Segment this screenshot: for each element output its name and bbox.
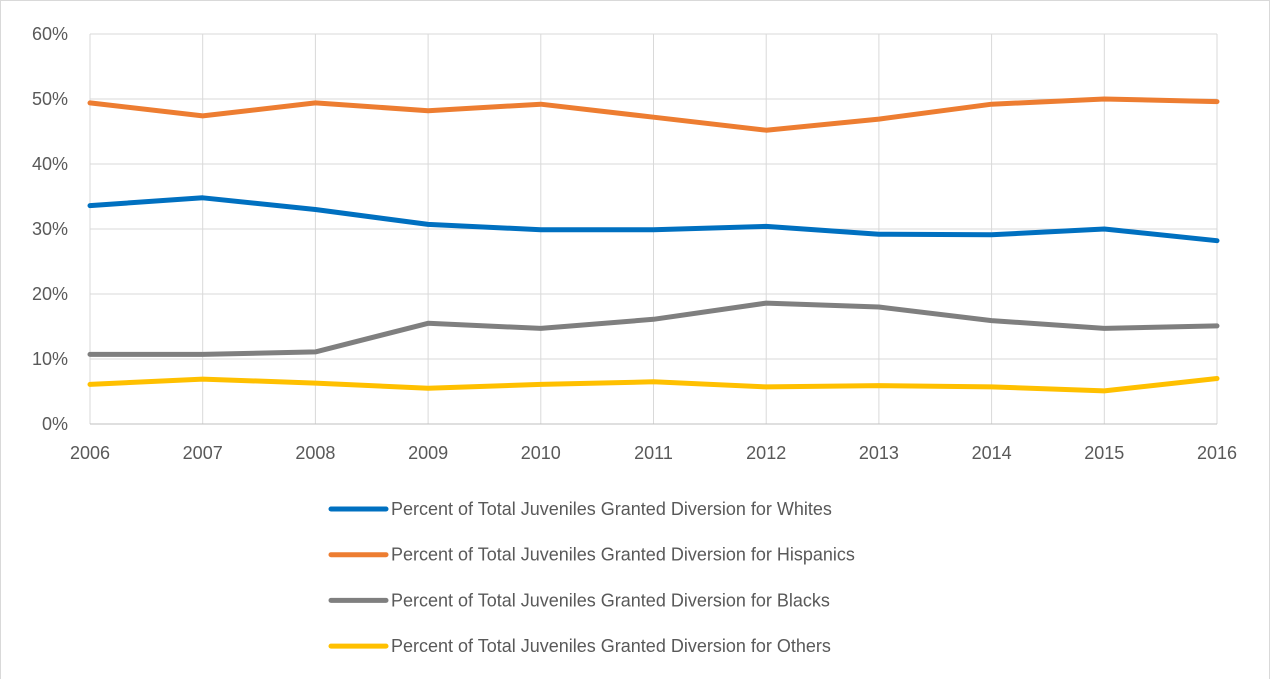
data-point — [201, 196, 205, 200]
y-tick-label: 50% — [32, 89, 68, 109]
y-tick-label: 30% — [32, 219, 68, 239]
x-tick-label: 2011 — [634, 443, 673, 463]
legend-label: Percent of Total Juveniles Granted Diver… — [391, 590, 830, 610]
x-tick-label: 2006 — [70, 443, 110, 463]
data-point — [313, 208, 317, 211]
data-point — [426, 321, 430, 325]
data-point — [1102, 326, 1106, 330]
y-tick-label: 20% — [32, 284, 68, 304]
data-point — [990, 319, 994, 323]
data-point — [313, 381, 317, 385]
series-lines — [87, 96, 1220, 394]
data-point — [88, 101, 92, 105]
legend-item: Percent of Total Juveniles Granted Diver… — [328, 590, 830, 610]
data-point — [539, 382, 543, 386]
data-point — [88, 204, 92, 208]
x-tick-label: 2014 — [972, 443, 1012, 463]
data-point — [877, 305, 881, 309]
x-tick-label: 2009 — [408, 443, 448, 463]
gridlines — [89, 33, 1218, 424]
data-point — [426, 109, 430, 113]
data-point — [990, 102, 994, 106]
data-point — [652, 115, 655, 119]
data-point — [426, 386, 430, 390]
y-tick-label: 0% — [42, 414, 68, 434]
data-point — [201, 377, 205, 381]
data-point — [1215, 239, 1219, 243]
data-point — [990, 385, 994, 389]
x-tick-label: 2013 — [859, 443, 899, 463]
data-point — [652, 317, 655, 321]
x-tick-label: 2007 — [183, 443, 223, 463]
legend-item: Percent of Total Juveniles Granted Diver… — [328, 636, 831, 656]
legend-item: Percent of Total Juveniles Granted Diver… — [328, 499, 832, 519]
legend-item: Percent of Total Juveniles Granted Diver… — [328, 545, 855, 565]
data-point — [1215, 377, 1219, 380]
series-group — [87, 96, 1220, 133]
data-point — [201, 114, 205, 118]
data-point — [1102, 227, 1106, 231]
x-tick-label: 2016 — [1197, 443, 1237, 463]
y-tick-label: 40% — [32, 154, 68, 174]
data-point — [652, 380, 655, 384]
data-point — [201, 352, 205, 356]
x-tick-label: 2008 — [295, 443, 335, 463]
data-point — [88, 352, 92, 356]
legend-label: Percent of Total Juveniles Granted Diver… — [391, 545, 855, 565]
data-point — [652, 228, 655, 232]
data-point — [764, 224, 768, 228]
data-point — [88, 382, 92, 386]
axes: 0% 10% 20% 30% 40% 50% 60% 2006 2007 2008 2009 2010… — [32, 24, 1237, 463]
data-point — [1215, 324, 1219, 328]
legend: Percent of Total Juveniles Granted Diver… — [328, 499, 855, 656]
series-group — [87, 376, 1220, 394]
y-tick-label: 10% — [32, 349, 68, 369]
data-point — [764, 128, 768, 132]
y-tick-label: 60% — [32, 24, 68, 44]
data-point — [764, 301, 768, 305]
data-point — [1102, 389, 1106, 393]
data-point — [1102, 97, 1106, 101]
data-point — [1215, 100, 1219, 104]
data-point — [539, 102, 543, 106]
x-tick-label: 2010 — [521, 443, 561, 463]
data-point — [313, 350, 317, 354]
legend-label: Percent of Total Juveniles Granted Diver… — [391, 499, 832, 519]
data-point — [764, 385, 768, 389]
data-point — [313, 101, 317, 105]
data-point — [426, 222, 430, 226]
data-point — [877, 117, 881, 121]
data-point — [990, 233, 994, 237]
x-tick-label: 2015 — [1084, 443, 1124, 463]
data-point — [539, 326, 543, 330]
series-group — [87, 300, 1220, 357]
legend-label: Percent of Total Juveniles Granted Diver… — [391, 636, 831, 656]
data-point — [877, 384, 881, 388]
series-group — [87, 195, 1220, 244]
data-point — [539, 228, 543, 232]
x-tick-label: 2012 — [746, 443, 786, 463]
data-point — [877, 232, 881, 236]
